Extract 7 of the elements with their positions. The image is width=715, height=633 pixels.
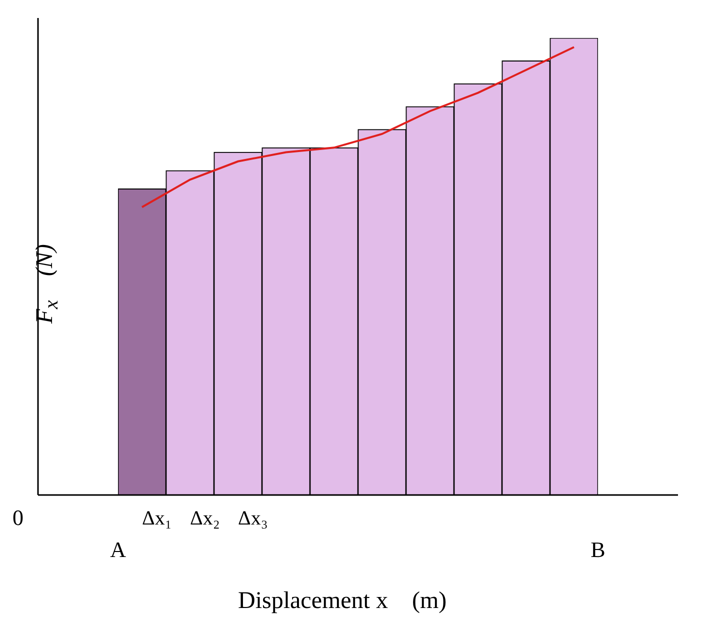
text: A [110, 537, 126, 562]
text: 0 [12, 505, 24, 530]
x-tick-label: Δx₁ [142, 507, 172, 530]
x-axis-title: Displacement x (m) [238, 588, 447, 615]
x-tick-label: Δx₂ [190, 507, 220, 530]
text: B [590, 537, 606, 562]
x-tick-label: Δx₃ [238, 507, 268, 530]
